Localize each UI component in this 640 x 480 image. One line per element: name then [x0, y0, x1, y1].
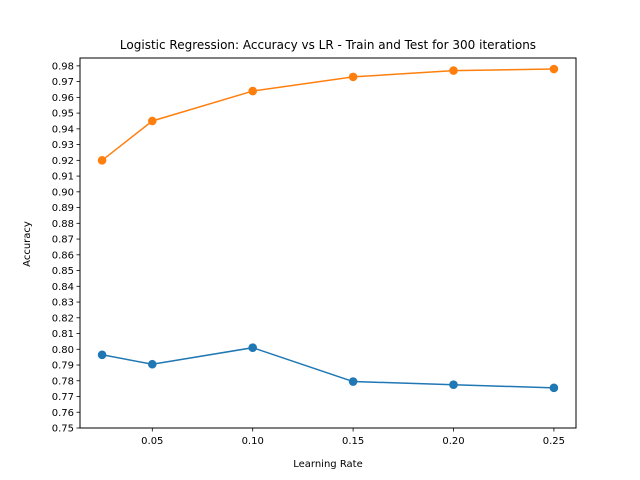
- y-tick-label: 0.84: [52, 282, 74, 293]
- series-2-line: [101, 68, 554, 161]
- series-1-point: [248, 343, 257, 353]
- series-1-point: [147, 359, 157, 369]
- chart-title: Logistic Regression: Accuracy vs LR - Tr…: [120, 38, 536, 52]
- y-tick-label: 0.75: [52, 424, 74, 435]
- y-tick-label: 0.76: [52, 408, 74, 419]
- y-axis-label: Accuracy: [22, 221, 33, 267]
- y-tick-label: 0.95: [52, 109, 74, 120]
- series-2-point: [147, 116, 157, 126]
- series-1-point: [348, 377, 358, 386]
- y-tick-label: 0.96: [52, 93, 74, 104]
- x-tick-label: 0.25: [543, 436, 565, 447]
- series-1-point: [449, 380, 458, 390]
- y-tick-label: 0.87: [52, 235, 74, 246]
- x-tick-label: 0.10: [242, 436, 264, 447]
- y-tick-label: 0.85: [52, 266, 74, 277]
- y-tick-label: 0.86: [52, 250, 74, 261]
- y-tick-label: 0.81: [52, 329, 74, 340]
- y-tick-label: 0.93: [52, 140, 74, 151]
- y-tick-label: 0.78: [52, 376, 74, 387]
- plot-frame: [79, 57, 577, 429]
- x-tick-label: 0.15: [342, 436, 364, 447]
- y-tick-label: 0.77: [52, 392, 74, 403]
- x-tick-label: 0.05: [141, 436, 163, 447]
- series-2-point: [549, 64, 559, 74]
- y-tick-label: 0.91: [52, 172, 74, 183]
- y-tick-label: 0.92: [52, 156, 74, 167]
- y-tick-label: 0.88: [52, 219, 74, 230]
- y-tick-label: 0.79: [52, 361, 74, 372]
- plot-content: 0.05 0.10 0.15 0.20 0.25 0.75 0.76 0.77 0.78 0.79…: [52, 61, 565, 447]
- y-tick-label: 0.80: [52, 345, 74, 356]
- y-tick-label: 0.97: [52, 77, 74, 88]
- y-tick-label: 0.82: [52, 313, 74, 324]
- series-1-point: [549, 383, 559, 393]
- x-tick-label: 0.20: [442, 436, 464, 447]
- series-2-point: [248, 86, 257, 96]
- y-tick-label: 0.90: [52, 187, 74, 198]
- series-2-point: [449, 66, 458, 75]
- y-tick-label: 0.83: [52, 298, 74, 309]
- series-1-point: [97, 350, 107, 360]
- series-2-point: [97, 156, 107, 165]
- y-tick-label: 0.94: [52, 124, 74, 135]
- series-1-line: [101, 346, 554, 389]
- y-tick-label: 0.98: [52, 61, 74, 72]
- y-tick-label: 0.89: [52, 203, 74, 214]
- series-2-point: [348, 72, 358, 82]
- x-axis-label: Learning Rate: [293, 459, 363, 470]
